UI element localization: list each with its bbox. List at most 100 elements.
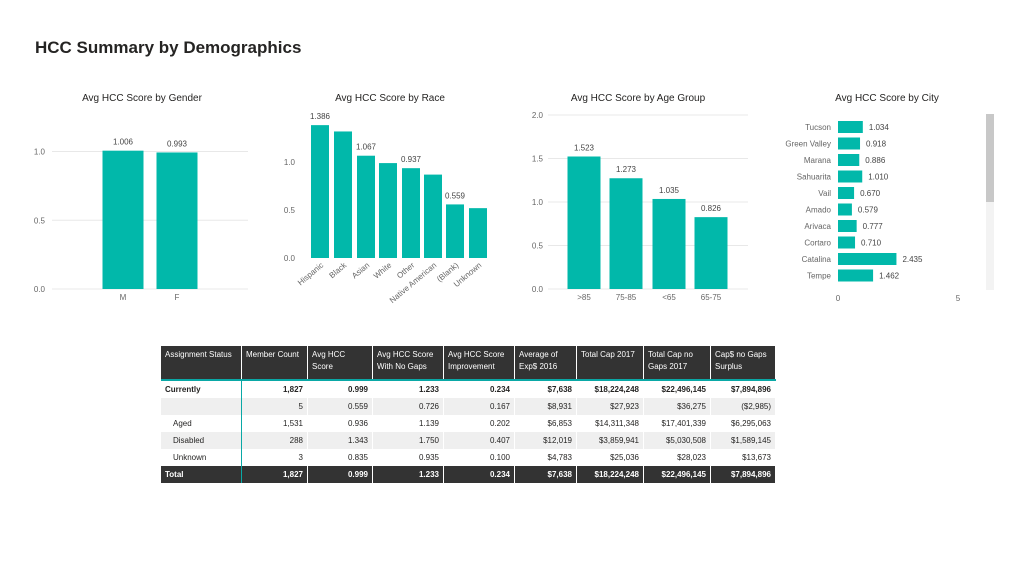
y-tick-label: 0.0 [284, 254, 296, 263]
table-cell: $14,311,348 [576, 415, 644, 432]
bar-arivaca[interactable] [838, 220, 857, 232]
table-cell: $8,931 [514, 398, 577, 415]
y-tick-label: 0.5 [532, 242, 544, 251]
table-cell: $27,923 [576, 398, 644, 415]
table-cell: $18,224,248 [576, 466, 644, 483]
bar-tempe[interactable] [838, 269, 874, 282]
y-tick-label: 1.5 [532, 155, 544, 164]
table-row[interactable]: Unknown 3 0.835 0.935 0.100 $4,783 $25,0… [161, 449, 776, 466]
bar-white[interactable] [379, 163, 397, 258]
y-tick-label: Catalina [802, 255, 832, 264]
table-cell: Aged [161, 415, 242, 432]
bar-65-75[interactable] [694, 217, 728, 289]
x-tick-label: 0 [836, 294, 841, 303]
chart-gender[interactable]: Avg HCC Score by Gender 0.0 0.5 1.0 1.006 M 0.… [0, 0, 1024, 330]
city-chart-scrollbar[interactable] [986, 114, 994, 290]
column-header[interactable]: Total Cap no Gaps 2017 [643, 346, 711, 380]
data-label: 0.777 [863, 222, 884, 231]
bar-hispanic[interactable] [311, 125, 329, 259]
bar-native-american[interactable] [424, 174, 442, 258]
bar-unknown[interactable] [469, 208, 487, 258]
table-cell: $13,673 [710, 449, 776, 466]
y-tick-label: 0.5 [284, 206, 296, 215]
bar-sahuarita[interactable] [838, 170, 863, 183]
bar-black[interactable] [334, 131, 352, 258]
bar-tucson[interactable] [838, 121, 863, 133]
data-label: 1.006 [113, 138, 134, 147]
column-header[interactable]: Avg HCC Score With No Gaps [372, 346, 444, 380]
column-header[interactable]: Total Cap 2017 [576, 346, 644, 380]
bar--65[interactable] [652, 198, 686, 289]
table-row[interactable]: 5 0.559 0.726 0.167 $8,931 $27,923 $36,2… [161, 398, 776, 415]
y-tick-label: 1.0 [532, 198, 544, 207]
chart-title: Avg HCC Score by Race [335, 93, 445, 104]
y-tick-label: Cortaro [804, 239, 831, 248]
chart-city[interactable]: Avg HCC Score by City 0 5 Tucson 1.034 Green … [0, 0, 1024, 330]
table-cell: $6,853 [514, 415, 577, 432]
bar-marana[interactable] [838, 154, 860, 166]
table-cell: Total [161, 466, 242, 483]
bar-amado[interactable] [838, 203, 852, 216]
y-tick-label: Tempe [807, 272, 832, 281]
x-tick-label: 65-75 [701, 293, 722, 302]
table-cell: 1,827 [241, 379, 308, 398]
table-cell: $22,496,145 [643, 379, 711, 398]
table-cell: $7,894,896 [710, 466, 776, 483]
data-label: 1.067 [356, 143, 377, 152]
y-tick-label: 2.0 [532, 111, 544, 120]
data-label: 0.710 [861, 239, 882, 248]
data-label: 1.010 [868, 173, 889, 182]
bar-vail[interactable] [838, 187, 855, 199]
summary-table: Assignment Status Member Count Avg HCC S… [161, 346, 776, 483]
bar-green-valley[interactable] [838, 137, 861, 150]
column-header[interactable]: Avg HCC Score Improvement [443, 346, 515, 380]
bar--85[interactable] [567, 156, 601, 289]
table-cell: 0.935 [372, 449, 444, 466]
bar-f[interactable] [156, 152, 198, 289]
column-header[interactable]: Assignment Status [161, 346, 242, 380]
chart-race[interactable]: Avg HCC Score by Race0.00.51.01.386Hispa… [0, 0, 1024, 330]
table-row[interactable]: Disabled 288 1.343 1.750 0.407 $12,019 $… [161, 432, 776, 449]
x-tick-label: <65 [662, 293, 676, 302]
data-label: 0.886 [865, 156, 886, 165]
column-header[interactable]: Average of Exp$ 2016 [514, 346, 577, 380]
chart-age[interactable]: Avg HCC Score by Age Group 0.0 0.5 1.0 1.5 2.… [0, 0, 1024, 330]
data-label: 0.579 [858, 206, 879, 215]
table-total-row: Total 1,827 0.999 1.233 0.234 $7,638 $18… [161, 466, 776, 483]
table-cell: 1.139 [372, 415, 444, 432]
column-header[interactable]: Cap$ no Gaps Surplus [710, 346, 776, 380]
chart-title: Avg HCC Score by Gender [82, 93, 203, 104]
column-header[interactable]: Member Count [241, 346, 308, 380]
bar-m[interactable] [102, 150, 144, 289]
table-cell: 5 [241, 398, 308, 415]
city-chart-scroll-thumb[interactable] [986, 114, 994, 202]
table-cell: $18,224,248 [576, 379, 644, 398]
bar-catalina[interactable] [838, 253, 897, 265]
table-cell: 1.233 [372, 466, 444, 483]
y-tick-label: Marana [804, 156, 832, 165]
column-header[interactable]: Avg HCC Score [307, 346, 373, 380]
x-tick-label: 75-85 [616, 293, 637, 302]
table-row[interactable]: Currently 1,827 0.999 1.233 0.234 $7,638… [161, 379, 776, 398]
table-cell: 1,827 [241, 466, 308, 483]
table-cell: $1,589,145 [710, 432, 776, 449]
bar-other[interactable] [402, 168, 420, 258]
data-label: 1.034 [869, 123, 890, 132]
y-tick-label: 1.0 [34, 148, 46, 157]
table-cell: 0.234 [443, 379, 515, 398]
table-header-row: Assignment Status Member Count Avg HCC S… [161, 346, 776, 380]
y-tick-label: Green Valley [785, 140, 831, 149]
bar-cortaro[interactable] [838, 236, 856, 249]
chart-title: Avg HCC Score by City [835, 93, 939, 104]
x-tick-label: M [120, 293, 127, 302]
bar-75-85[interactable] [609, 178, 643, 289]
table-cell: 0.999 [307, 466, 373, 483]
y-tick-label: Amado [806, 206, 832, 215]
bar--blank-[interactable] [446, 204, 464, 258]
table-cell: $22,496,145 [643, 466, 711, 483]
table-cell: $17,401,339 [643, 415, 711, 432]
bar-asian[interactable] [357, 155, 375, 258]
data-label: 0.826 [701, 204, 722, 213]
data-label: 1.035 [659, 186, 680, 195]
table-row[interactable]: Aged 1,531 0.936 1.139 0.202 $6,853 $14,… [161, 415, 776, 432]
